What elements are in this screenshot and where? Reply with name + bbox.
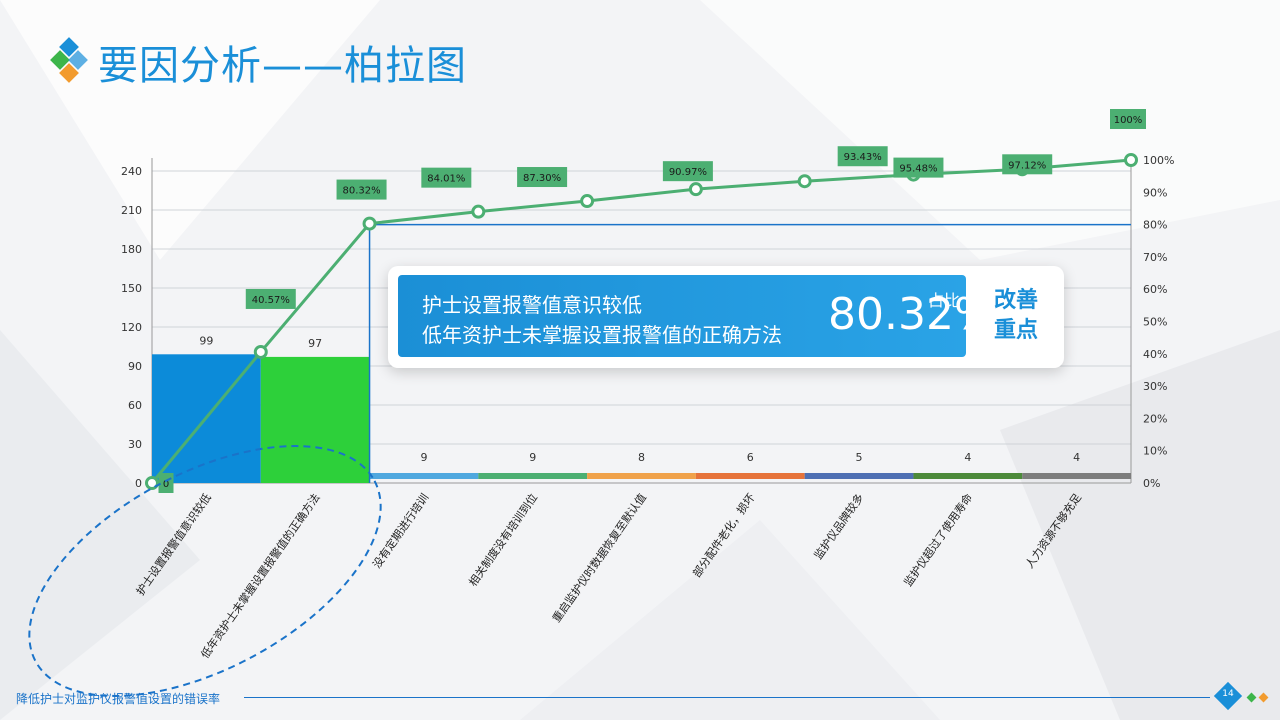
y2-tick-label: 60% [1143,283,1167,296]
bar [804,473,914,479]
bar-value-label: 8 [638,451,645,464]
y-tick-label: 60 [128,399,142,412]
cumulative-point [688,182,703,197]
x-category-label: 监护仪超过了使用寿命 [901,491,976,589]
y2-tick-label: 80% [1143,219,1167,232]
callout-line-2: 低年资护士未掌握设置报警值的正确方法 [422,323,782,347]
x-category-label: 人力资源不够充足 [1022,491,1084,571]
cumulative-label: 90.97% [669,167,707,178]
highlight-ellipse [28,445,382,697]
y2-tick-label: 10% [1143,445,1167,458]
callout-panel: 护士设置报警值意识较低 低年资护士未掌握设置报警值的正确方法 占比 80.32% [398,275,996,357]
y-tick-label: 240 [121,165,142,178]
bar [587,473,696,479]
cumulative-label: 87.30% [523,173,561,184]
cumulative-point [580,194,595,209]
cumulative-label-bg [893,157,944,178]
y-tick-label: 30 [128,438,142,451]
cumulative-point [797,174,812,189]
cumulative-point [362,216,377,231]
y-tick-label: 0 [135,477,142,490]
bar-value-label: 5 [856,451,863,464]
cumulative-label: 93.43% [844,152,882,163]
y2-tick-label: 50% [1143,316,1167,329]
x-category-label: 护士设置报警值意识较低 [133,491,214,598]
bar [695,473,805,479]
y2-tick-label: 0% [1143,477,1160,490]
y-tick-label: 120 [121,321,142,334]
bar [913,473,1023,479]
cumulative-label: 0 [163,479,169,490]
x-category-label: 重启监护仪时数据恢复至默认值 [549,491,649,625]
page-number: 14 [1222,689,1234,699]
callout-ratio-label: 占比 [928,291,961,310]
cumulative-label: 100% [1114,115,1143,126]
y2-tick-label: 20% [1143,412,1167,425]
y-tick-label: 150 [121,282,142,295]
cumulative-label: 84.01% [427,174,465,185]
callout-tag-line-2: 重点 [993,318,1038,343]
y2-tick-label: 40% [1143,348,1167,361]
cumulative-label-bg [837,146,888,167]
y-tick-label: 210 [121,204,142,217]
x-category-label: 没有定期进行培训 [369,491,431,571]
cumulative-line [150,158,1132,484]
cumulative-label-bg [662,161,713,182]
cumulative-point [253,344,268,359]
callout-box: 护士设置报警值意识较低 低年资护士未掌握设置报警值的正确方法 占比 80.32%… [388,266,1064,368]
x-category-label: 部分配件老化，损坏 [689,491,757,580]
bar-value-label: 9 [529,451,536,464]
cumulative-label-bg [421,167,472,188]
bar-value-label: 4 [964,451,971,464]
bar-value-label: 9 [420,451,427,464]
y-tick-label: 90 [128,360,142,373]
bar-value-label: 97 [308,337,322,350]
callout-value: 80.32% [828,289,996,340]
cumulative-label-bg [1002,154,1053,175]
bar [478,473,588,479]
callout-line-1: 护士设置报警值意识较低 [422,293,642,317]
bar-value-label: 6 [747,451,754,464]
cumulative-label: 40.57% [252,295,290,306]
x-category-label: 低年资护士未掌握设置报警值的正确方法 [198,491,323,661]
bar-value-label: 4 [1073,451,1080,464]
bar-value-label: 99 [199,334,213,347]
footer-title: 降低护士对监护仪报警值设置的错误率 [16,692,221,706]
bar [260,356,370,483]
cumulative-label-bg [245,288,296,309]
y2-tick-label: 100% [1143,154,1174,167]
x-category-label: 监护仪品牌较多 [811,491,867,562]
cumulative-label-bg [336,179,387,200]
cumulative-label: 80.32% [342,186,380,197]
cumulative-point [471,204,486,219]
cumulative-label-bg [1110,109,1146,129]
cumulative-label-bg [517,167,568,188]
page-title: 要因分析——柏拉图 [98,43,467,89]
title-bar: 要因分析——柏拉图 [50,30,467,94]
y2-tick-label: 70% [1143,251,1167,264]
bar [369,473,479,479]
footer-divider [244,697,1210,698]
y2-tick-label: 90% [1143,186,1167,199]
bar [1022,473,1131,479]
callout-tag-line-1: 改善 [993,288,1038,313]
cumulative-point [1124,153,1138,167]
cumulative-label: 97.12% [1008,160,1046,171]
y-tick-label: 180 [121,243,142,256]
callout-tag: 改善 重点 [984,286,1048,346]
cumulative-label: 95.48% [899,164,937,175]
logo-icon [50,36,90,88]
y2-tick-label: 30% [1143,380,1167,393]
x-category-label: 相关制度没有培训到位 [466,491,541,589]
